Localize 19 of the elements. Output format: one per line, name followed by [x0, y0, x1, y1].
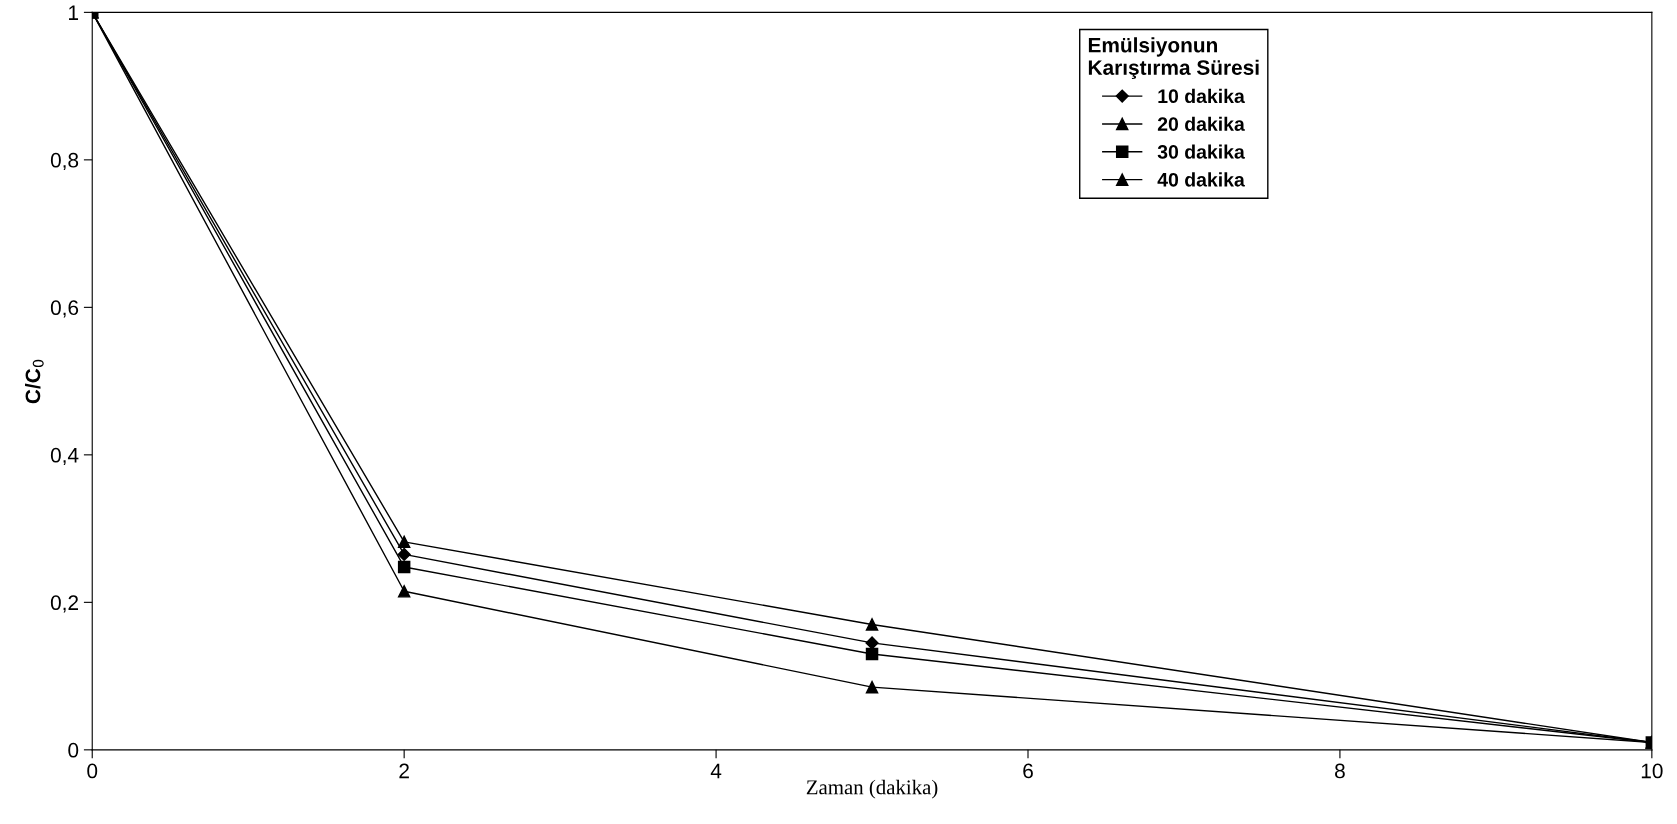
legend-label: 30 dakika [1157, 144, 1245, 159]
x-axis-title: Zaman (dakika) [806, 779, 938, 799]
x-tick-label: 10 [1641, 763, 1663, 779]
y-tick-label: 1 [69, 5, 79, 20]
y-axis-title: C/C$_{0}$ [25, 359, 44, 404]
legend-label: 10 dakika [1158, 88, 1245, 104]
x-tick-label: 6 [1023, 763, 1033, 779]
legend-label: 20 dakika [1157, 116, 1245, 131]
x-tick-label: 8 [1335, 763, 1345, 779]
x-tick-label: 2 [399, 763, 409, 779]
legend-label: 40 dakika [1157, 172, 1245, 187]
x-tick-label: 0 [87, 763, 98, 779]
y-tick-label: 0,6 [50, 300, 79, 318]
y-tick-label: 0,2 [50, 595, 78, 613]
y-tick-label: 0,4 [50, 447, 79, 466]
y-tick-label: 0,8 [50, 152, 79, 171]
x-tick-label: 4 [710, 763, 722, 779]
y-tick-label: 0 [68, 742, 79, 758]
legend-title: Emülsiyonun Karıştırma Süresi [1088, 37, 1259, 80]
